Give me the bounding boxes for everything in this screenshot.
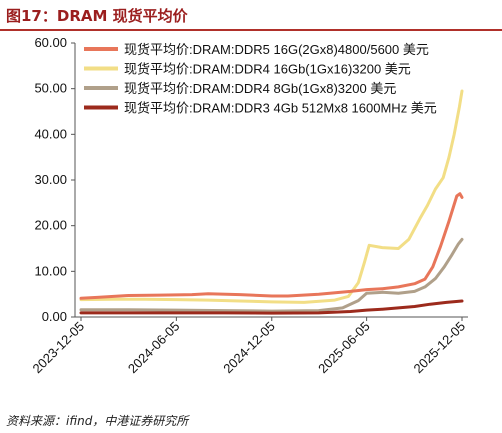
y-tick-label: 0.00: [42, 309, 67, 324]
series-line-2: [79, 237, 464, 313]
y-tick-label: 10.00: [34, 263, 67, 278]
series-layer: [79, 89, 464, 315]
x-tick-label: 2024-06-05: [125, 319, 183, 377]
x-tick-label: 2023-12-05: [29, 319, 87, 377]
legend-label-0: 现货平均价:DRAM:DDR5 16G(2Gx8)4800/5600 美元: [124, 42, 429, 57]
legend-label-2: 现货平均价:DRAM:DDR4 8Gb(1Gx8)3200 美元: [124, 81, 396, 96]
y-tick-label: 20.00: [34, 218, 67, 233]
x-tick-label: 2025-12-05: [410, 319, 468, 377]
title-rule: [0, 29, 502, 31]
legend-label-3: 现货平均价:DRAM:DDR3 4Gb 512Mx8 1600MHz 美元: [124, 101, 437, 116]
legend-label-1: 现货平均价:DRAM:DDR4 16Gb(1Gx16)3200 美元: [124, 62, 411, 77]
series-line-1: [79, 89, 464, 304]
y-tick-label: 40.00: [34, 126, 67, 141]
x-tick-label: 2025-06-05: [315, 319, 373, 377]
x-tick-label: 2024-12-05: [220, 319, 278, 377]
chart-title: 图17：DRAM 现货平均价: [6, 7, 188, 25]
series-line-0: [79, 192, 464, 300]
y-tick-label: 30.00: [34, 172, 67, 187]
y-tick-label: 60.00: [34, 35, 67, 50]
chart-legend: 现货平均价:DRAM:DDR5 16G(2Gx8)4800/5600 美元现货平…: [84, 42, 437, 116]
series-line-3: [79, 299, 464, 315]
y-tick-label: 50.00: [34, 81, 67, 96]
source-note: 资料来源：ifind，中港证券研究所: [6, 414, 189, 428]
